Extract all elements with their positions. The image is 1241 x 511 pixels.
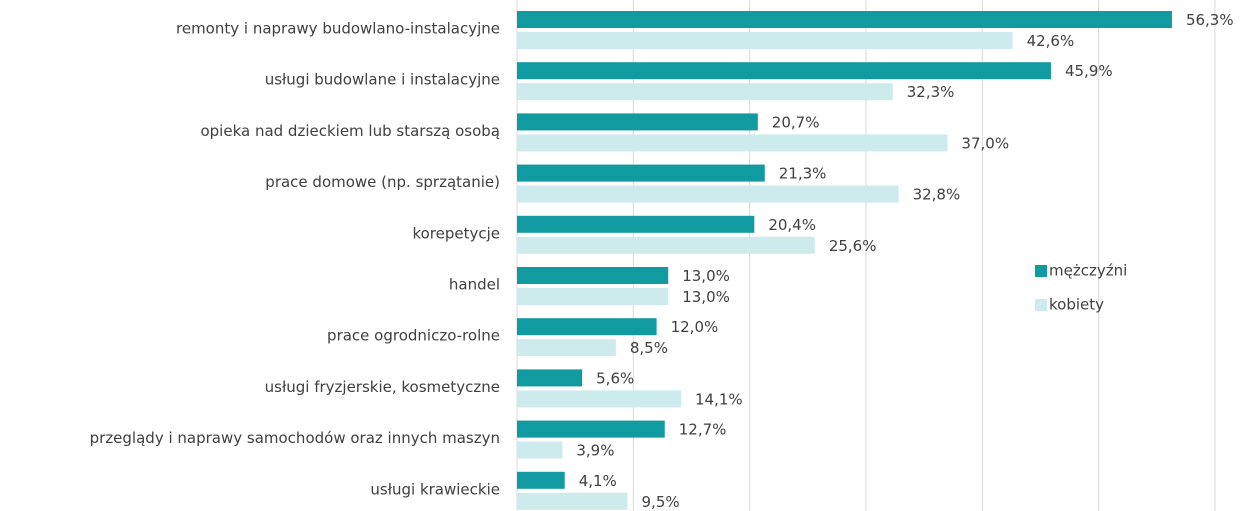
bar — [517, 471, 565, 489]
category-label: przeglądy i naprawy samochodów oraz inny… — [90, 429, 500, 447]
value-label: 32,3% — [907, 83, 955, 101]
bar — [517, 441, 563, 459]
value-label: 21,3% — [779, 165, 827, 183]
bar — [517, 32, 1013, 49]
value-label: 5,6% — [596, 369, 634, 387]
bar — [517, 236, 815, 254]
bar — [517, 420, 665, 438]
value-label: 4,1% — [579, 472, 617, 490]
category-label: usługi budowlane i instalacyjne — [265, 71, 500, 89]
legend-label: mężczyźni — [1049, 262, 1127, 280]
bar — [517, 134, 948, 152]
value-label: 25,6% — [829, 237, 877, 255]
value-label: 9,5% — [642, 493, 680, 511]
bar — [517, 215, 755, 233]
bar — [517, 390, 682, 408]
bar — [517, 267, 669, 284]
bar — [517, 11, 1172, 28]
bar — [517, 492, 628, 510]
category-label: prace ogrodniczo-rolne — [327, 327, 500, 345]
value-label: 56,3% — [1186, 11, 1234, 29]
category-label: handel — [449, 276, 500, 294]
value-label: 12,7% — [679, 421, 727, 439]
bar — [517, 339, 616, 357]
category-label: opieka nad dzieckiem lub starszą osobą — [200, 122, 500, 140]
value-label: 20,4% — [768, 216, 816, 234]
category-label: prace domowe (np. sprzątanie) — [265, 173, 500, 191]
value-label: 37,0% — [961, 134, 1009, 152]
category-label: usługi krawieckie — [370, 480, 500, 498]
value-label: 32,8% — [913, 186, 961, 204]
legend-label: kobiety — [1049, 296, 1104, 314]
value-label: 20,7% — [772, 113, 820, 131]
bar — [517, 288, 669, 305]
value-label: 45,9% — [1065, 62, 1113, 80]
bar — [517, 164, 765, 182]
category-label: korepetycje — [412, 224, 500, 242]
bar — [517, 369, 583, 387]
value-label: 3,9% — [576, 442, 614, 460]
legend-swatch — [1035, 265, 1047, 277]
value-label: 42,6% — [1027, 32, 1075, 50]
category-label: usługi fryzjerskie, kosmetyczne — [265, 378, 500, 396]
legend-swatch — [1035, 299, 1047, 311]
value-label: 14,1% — [695, 390, 743, 408]
value-label: 12,0% — [671, 318, 719, 336]
bar — [517, 62, 1051, 80]
bar — [517, 113, 758, 131]
value-label: 8,5% — [630, 339, 668, 357]
bar — [517, 185, 899, 203]
bar — [517, 318, 657, 336]
value-label: 13,0% — [682, 288, 730, 306]
bar — [517, 83, 893, 101]
value-label: 13,0% — [682, 267, 730, 285]
category-label: remonty i naprawy budowlano-instalacyjne — [176, 20, 500, 38]
